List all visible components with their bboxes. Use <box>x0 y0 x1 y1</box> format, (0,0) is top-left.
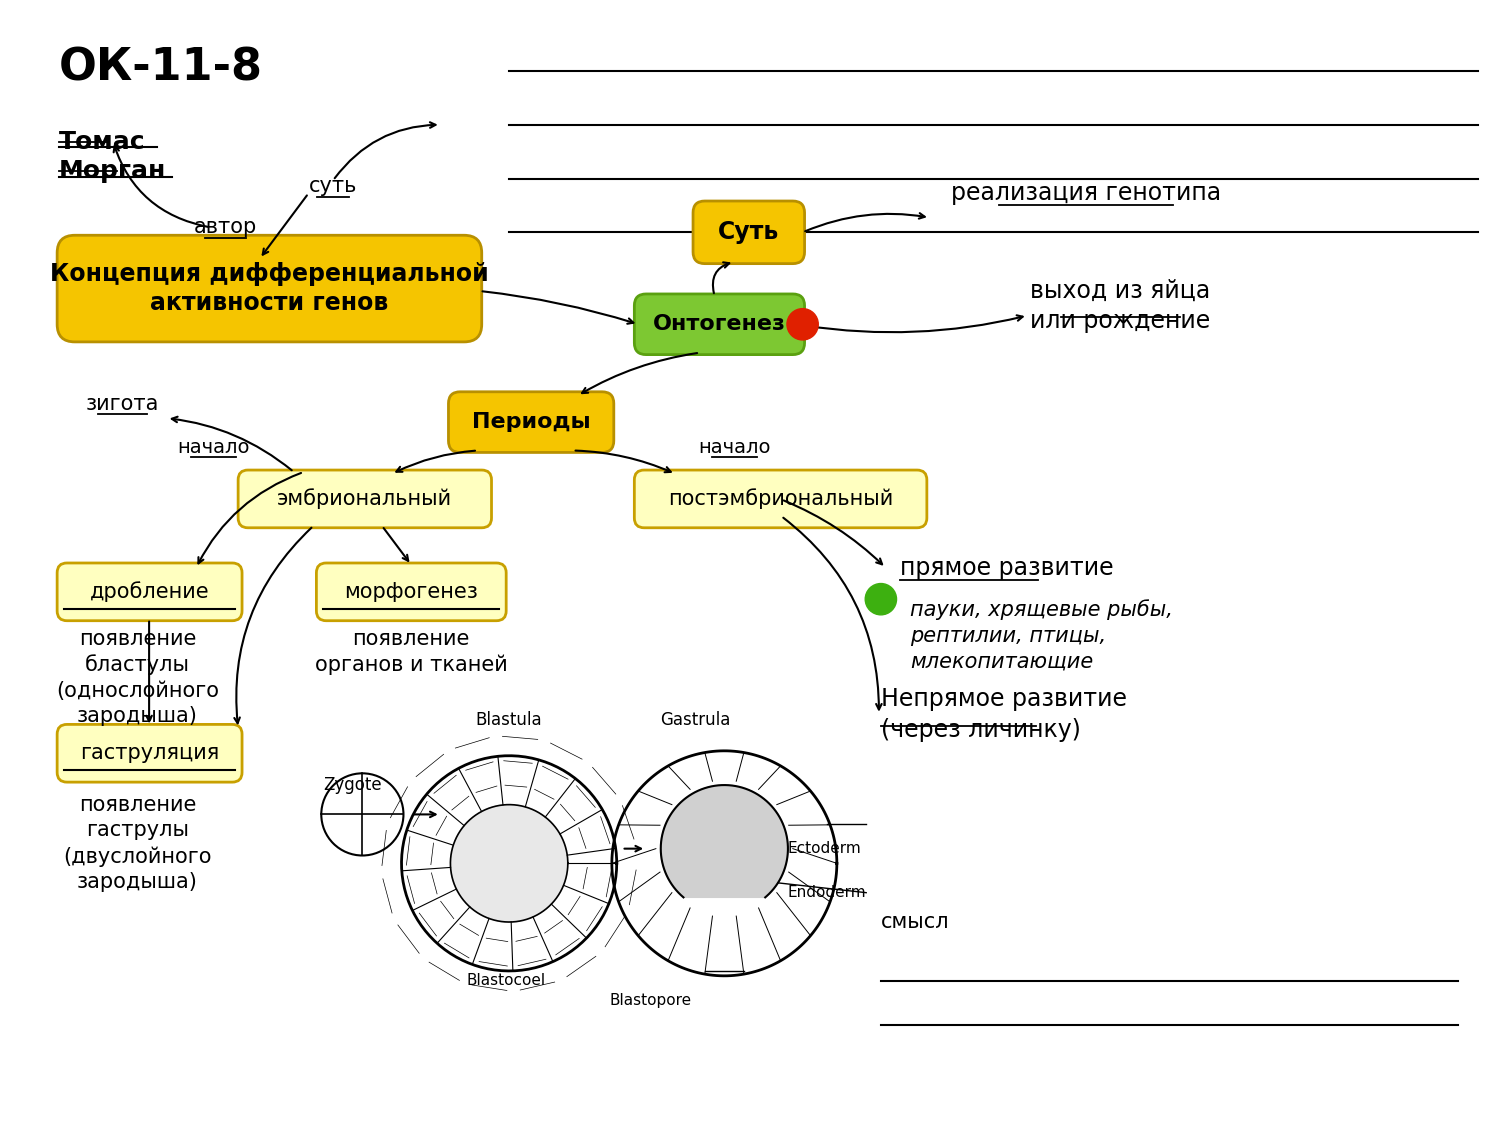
Text: постэмбриональный: постэмбриональный <box>669 488 893 510</box>
Text: Ectoderm: Ectoderm <box>788 842 862 856</box>
Circle shape <box>450 804 568 922</box>
Text: зигота: зигота <box>85 394 159 414</box>
FancyBboxPatch shape <box>238 470 492 528</box>
Text: Endoderm: Endoderm <box>788 885 866 900</box>
Text: выход из яйца
или рождение: выход из яйца или рождение <box>1030 278 1211 333</box>
Text: смысл: смысл <box>881 912 949 932</box>
FancyBboxPatch shape <box>448 392 613 452</box>
Text: морфогенез: морфогенез <box>345 582 478 602</box>
Text: автор: автор <box>193 217 256 237</box>
Text: Gastrula: Gastrula <box>660 711 730 729</box>
Polygon shape <box>661 785 788 898</box>
Text: появление
гаструлы
(двуслойного
зародыша): появление гаструлы (двуслойного зародыша… <box>63 795 211 892</box>
FancyBboxPatch shape <box>316 562 507 621</box>
FancyBboxPatch shape <box>57 235 481 342</box>
Text: начало: начало <box>699 438 770 457</box>
Text: Zygote: Zygote <box>324 776 382 794</box>
FancyBboxPatch shape <box>634 294 805 354</box>
Circle shape <box>787 308 818 340</box>
Text: Морган: Морган <box>58 159 166 183</box>
Text: гаструляция: гаструляция <box>79 744 219 763</box>
Text: Концепция дифференциальной
активности генов: Концепция дифференциальной активности ге… <box>49 262 489 315</box>
FancyBboxPatch shape <box>57 724 241 782</box>
Text: суть: суть <box>309 177 357 197</box>
Text: Томас: Томас <box>58 129 145 154</box>
Text: дробление: дробление <box>90 582 210 602</box>
Text: Суть: Суть <box>718 220 779 244</box>
Text: пауки, хрящевые рыбы,
рептилии, птицы,
млекопитающие: пауки, хрящевые рыбы, рептилии, птицы, м… <box>910 600 1174 672</box>
Text: появление
органов и тканей: появление органов и тканей <box>315 629 508 675</box>
Text: прямое развитие: прямое развитие <box>901 556 1114 579</box>
Text: Blastopore: Blastopore <box>610 992 693 1008</box>
Text: начало: начало <box>177 438 250 457</box>
Text: Периоды: Периоды <box>472 412 591 432</box>
FancyBboxPatch shape <box>57 562 241 621</box>
Text: ОК-11-8: ОК-11-8 <box>58 46 264 90</box>
Text: реализация генотипа: реализация генотипа <box>952 181 1222 205</box>
Text: Непрямое развитие
(через личинку): Непрямое развитие (через личинку) <box>881 687 1127 742</box>
Text: Blastula: Blastula <box>475 711 543 729</box>
FancyBboxPatch shape <box>693 201 805 263</box>
Text: Онтогенез: Онтогенез <box>654 314 785 334</box>
FancyBboxPatch shape <box>634 470 926 528</box>
Text: эмбриональный: эмбриональный <box>277 488 453 510</box>
Circle shape <box>865 584 896 615</box>
Text: Blastocoel: Blastocoel <box>466 973 546 988</box>
Text: появление
бластулы
(однослойного
зародыша): появление бластулы (однослойного зародыш… <box>55 629 219 727</box>
